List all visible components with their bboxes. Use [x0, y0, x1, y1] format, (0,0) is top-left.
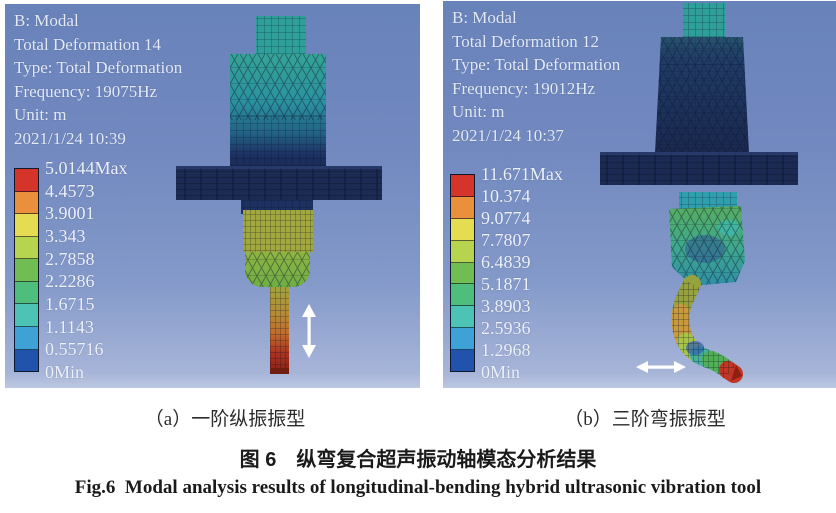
analysis-info-b: B: Modal Total Deformation 12 Type: Tota… [452, 6, 620, 147]
legend-label: 3.9001 [45, 203, 95, 224]
legend-band [15, 349, 38, 372]
legend-band [451, 175, 474, 197]
legend-label: 3.343 [45, 225, 86, 246]
legend-label: 10.374 [481, 186, 531, 206]
info-line: Unit: m [452, 102, 505, 121]
info-line: Frequency: 19075Hz [14, 81, 158, 101]
info-line: 2021/1/24 10:37 [452, 125, 564, 145]
legend-label: 11.671Max [481, 164, 563, 184]
legend-band [451, 218, 474, 241]
legend-band [451, 328, 474, 351]
legend-value-labels: 5.0144Max 4.4573 3.9001 3.343 2.7858 2.2286 1.… [45, 158, 128, 382]
contour-legend-b: 11.671Max 10.374 9.0774 7.7807 6.4839 5.1871 3… [450, 164, 563, 382]
ansys-viewport-b: B: Modal Total Deformation 12 Type: Tota… [443, 1, 836, 388]
legend-color-bar [450, 174, 475, 372]
analysis-info-a: B: Modal Total Deformation 14 Type: Tota… [14, 9, 182, 150]
info-line: Type: Total Deformation [452, 55, 621, 74]
fea-model-bending [600, 3, 798, 383]
info-line: Total Deformation 14 [14, 34, 162, 54]
legend-label: 4.4573 [45, 180, 95, 201]
legend-band [15, 191, 38, 215]
figure-caption-chinese: 图 6 纵弯复合超声振动轴模态分析结果 [239, 449, 597, 471]
legend-band [15, 214, 38, 237]
info-line: Unit: m [14, 105, 67, 124]
legend-band [451, 196, 474, 219]
legend-label: 0Min [45, 361, 85, 382]
model-rod-mesh [671, 279, 736, 379]
legend-band [15, 236, 38, 260]
legend-label: 0.55716 [45, 339, 104, 360]
legend-band [15, 281, 38, 305]
legend-label: 0Min [481, 362, 521, 382]
legend-band [451, 284, 474, 307]
vertical-double-arrow-icon [302, 304, 316, 358]
figure-caption-english: Fig.6 Modal analysis results of longitud… [74, 477, 762, 498]
legend-band [451, 306, 474, 329]
legend-label: 3.8903 [481, 296, 531, 316]
legend-band [451, 262, 474, 285]
legend-band [15, 304, 38, 327]
legend-color-bar [14, 168, 39, 372]
legend-band [451, 350, 474, 372]
info-line: 2021/1/24 10:39 [14, 128, 126, 148]
legend-label: 9.0774 [481, 208, 531, 228]
horizontal-double-arrow-icon [636, 361, 686, 373]
legend-band [15, 259, 38, 282]
legend-label: 5.1871 [481, 274, 531, 294]
legend-band [15, 326, 38, 350]
legend-label: 2.5936 [481, 318, 531, 338]
legend-label: 5.0144Max [45, 158, 128, 178]
info-line: Type: Total Deformation [14, 58, 183, 77]
subcaption-b: （b）三阶弯振振型 [564, 409, 726, 430]
ansys-viewport-a: B: Modal Total Deformation 14 Type: Tota… [5, 4, 420, 388]
legend-label: 2.7858 [45, 248, 95, 269]
legend-label: 6.4839 [481, 252, 531, 272]
legend-label: 1.2968 [481, 340, 531, 360]
info-line: Total Deformation 12 [452, 31, 600, 51]
model-rod-tip [731, 365, 742, 381]
subcaption-a: （a）一阶纵振振型 [144, 409, 306, 430]
info-line: B: Modal [14, 11, 79, 30]
legend-label: 1.6715 [45, 293, 95, 314]
legend-label: 2.2286 [45, 271, 95, 292]
legend-band [451, 240, 474, 263]
fea-model-longitudinal [176, 16, 382, 374]
legend-label: 7.7807 [481, 230, 531, 250]
legend-value-labels: 11.671Max 10.374 9.0774 7.7807 6.4839 5.1871 3… [481, 164, 563, 382]
contour-legend-a: 5.0144Max 4.4573 3.9001 3.343 2.7858 2.2286 1.… [14, 158, 128, 382]
legend-label: 1.1143 [45, 316, 94, 337]
info-line: B: Modal [452, 8, 517, 27]
info-line: Frequency: 19012Hz [452, 78, 596, 98]
legend-band [15, 169, 38, 192]
